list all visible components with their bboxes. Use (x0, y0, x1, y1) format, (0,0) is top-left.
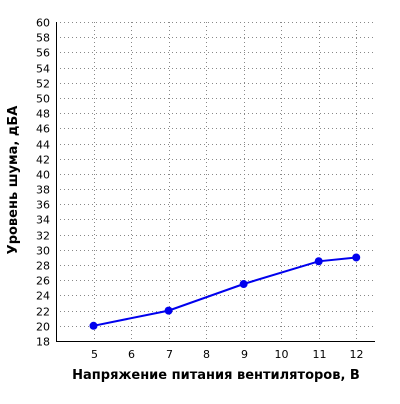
data-point (164, 306, 173, 315)
x-tick-label: 5 (91, 348, 98, 361)
y-tick-label: 60 (36, 17, 50, 30)
y-tick-label: 18 (36, 336, 50, 349)
series-layer (89, 253, 361, 330)
y-axis-title: Уровень шума, дБА (6, 106, 21, 255)
y-tick-label: 36 (36, 199, 50, 212)
y-tick-label: 38 (36, 184, 50, 197)
y-tick-label: 24 (36, 290, 50, 303)
y-tick-label: 28 (36, 260, 50, 273)
y-tick-label: 34 (36, 214, 50, 227)
y-tick-label: 54 (36, 63, 50, 76)
tick-labels: 1820222426283032343638404244464850525456… (36, 17, 364, 362)
y-tick-label: 50 (36, 93, 50, 106)
data-point (89, 321, 98, 330)
y-tick-label: 44 (36, 139, 50, 152)
y-tick-label: 52 (36, 78, 50, 91)
x-tick-label: 8 (203, 348, 210, 361)
y-tick-label: 58 (36, 32, 50, 45)
y-tick-label: 22 (36, 306, 50, 319)
x-tick-label: 11 (313, 348, 327, 361)
y-tick-label: 20 (36, 321, 50, 334)
y-tick-label: 32 (36, 230, 50, 243)
y-tick-label: 56 (36, 47, 50, 60)
axes (56, 22, 375, 342)
x-tick-label: 12 (350, 348, 364, 361)
x-tick-label: 7 (166, 348, 173, 361)
x-tick-label: 6 (128, 348, 135, 361)
y-tick-label: 30 (36, 245, 50, 258)
x-tick-label: 10 (275, 348, 289, 361)
x-tick-label: 9 (241, 348, 248, 361)
data-point (314, 257, 323, 266)
y-tick-label: 48 (36, 108, 50, 121)
data-point (352, 253, 361, 262)
y-tick-label: 26 (36, 275, 50, 288)
series-line (93, 256, 357, 327)
data-point (239, 280, 248, 289)
x-axis-title: Напряжение питания вентиляторов, В (72, 368, 360, 383)
y-tick-label: 42 (36, 154, 50, 167)
y-tick-label: 40 (36, 169, 50, 182)
y-tick-label: 46 (36, 123, 50, 136)
